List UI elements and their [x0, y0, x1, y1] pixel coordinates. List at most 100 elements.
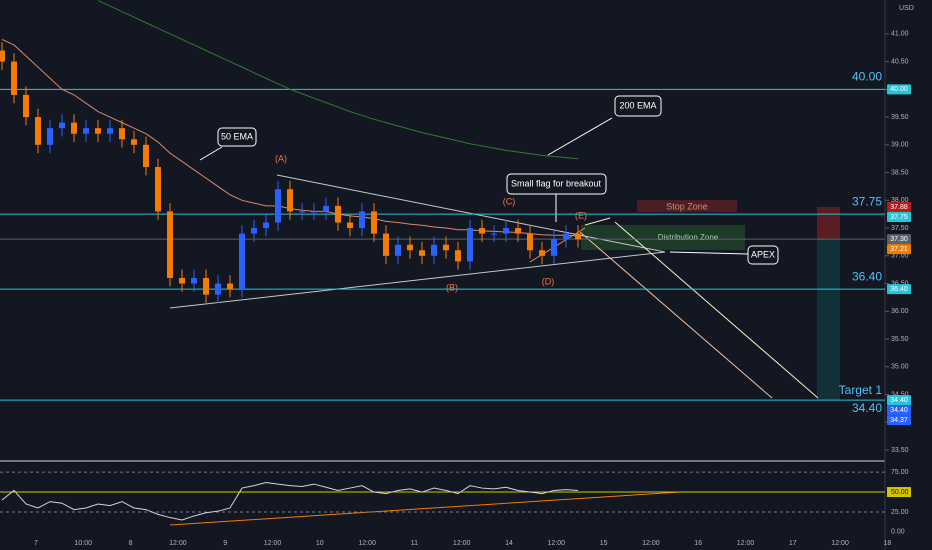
triangle-lower	[169, 251, 666, 309]
annotation: Target 1	[839, 383, 883, 397]
y-tick-label: 41.00	[891, 31, 909, 38]
candle-body	[359, 211, 365, 229]
candle-body	[35, 117, 41, 145]
price-label: 37.30	[890, 236, 908, 243]
y-tick-label: 37.50	[891, 225, 909, 232]
callout-box	[747, 245, 779, 265]
flag-line	[529, 227, 586, 263]
y-tick-label: 37.00	[891, 253, 909, 260]
candle-body	[167, 211, 173, 278]
candle-body	[335, 205, 341, 223]
wave-label: (C)	[503, 196, 516, 206]
annotation: 50 EMA	[221, 131, 253, 141]
candle-body	[179, 277, 185, 284]
y-tick-label: 35.00	[891, 364, 909, 371]
y-tick-label: 39.00	[891, 142, 909, 149]
y-tick-label: 34.50	[891, 391, 909, 398]
candle-body	[263, 222, 269, 229]
annotation: Distribution Zone	[658, 233, 719, 242]
x-tick-label: 12:00	[358, 540, 376, 547]
candle-body	[383, 233, 389, 256]
candle-body	[203, 277, 209, 295]
rsi-tick-label: 0.00	[891, 529, 905, 536]
level-label: 37.75	[852, 194, 882, 208]
rsi-trendline	[169, 491, 681, 526]
rsi-tick-label: 75.00	[891, 469, 909, 476]
candle-body	[551, 239, 557, 256]
x-tick-label: 8	[129, 540, 133, 547]
candle-body	[503, 228, 509, 234]
candle-body	[83, 128, 89, 134]
candle-body	[275, 189, 281, 223]
wave-label: (E)	[575, 210, 587, 220]
annotation: Small flag for breakout	[511, 178, 602, 188]
candle-body	[431, 244, 437, 256]
x-tick-label: 18	[884, 540, 892, 547]
y-tick-label: 33.50	[891, 447, 909, 454]
y-tick-label: 38.50	[891, 169, 909, 176]
price-label-box	[887, 201, 911, 212]
candle-body	[575, 233, 581, 240]
candle-body	[323, 205, 329, 212]
callout-pointer	[669, 251, 749, 255]
callout-box	[217, 127, 257, 147]
candle-body	[251, 228, 257, 234]
candle-body	[131, 139, 137, 145]
price-label: 36.40	[890, 286, 908, 293]
candle-body	[47, 128, 53, 145]
annotation: Stop Zone	[666, 201, 708, 211]
price-label: 37.75	[890, 214, 908, 221]
candle-body	[107, 128, 113, 134]
price-label: 37.21	[890, 246, 908, 253]
x-tick-label: 17	[789, 540, 797, 547]
price-label: 37.88	[890, 204, 908, 211]
candle-body	[287, 189, 293, 212]
rsi-tick-label: 25.00	[891, 509, 909, 516]
callout-pointer	[547, 117, 613, 156]
price-label-box	[887, 395, 911, 406]
stop-zone	[637, 200, 737, 212]
candle-body	[479, 228, 485, 234]
price-label: 34.40	[890, 397, 908, 404]
price-label: 34.37	[890, 417, 908, 424]
x-tick-label: 12:00	[831, 540, 849, 547]
x-tick-label: 10:00	[75, 540, 93, 547]
candle-body	[311, 211, 317, 213]
reward-box	[817, 240, 840, 400]
x-tick-label: 15	[600, 540, 608, 547]
x-tick-label: 12:00	[642, 540, 660, 547]
price-label-box	[887, 244, 911, 255]
candle-body	[191, 277, 197, 284]
y-tick-label: 40.50	[891, 58, 909, 65]
y-tick-label: 36.00	[891, 308, 909, 315]
level-label: 34.40	[852, 401, 882, 415]
candle-body	[455, 250, 461, 262]
candle-body	[347, 222, 353, 229]
candle-body	[515, 228, 521, 234]
price-label: 34.40	[890, 407, 908, 414]
price-label-box	[887, 415, 911, 426]
candle-body	[215, 283, 221, 295]
callout-box	[506, 173, 607, 195]
candle-body	[239, 233, 245, 290]
x-tick-label: 7	[34, 540, 38, 547]
x-tick-label: 9	[223, 540, 227, 547]
y-tick-label: 38.00	[891, 197, 909, 204]
price-label-box	[887, 405, 911, 416]
distribution-zone	[581, 225, 745, 250]
price-label: 40.00	[890, 86, 908, 93]
candle-body	[299, 211, 305, 213]
candle-body	[539, 250, 545, 256]
candle-body	[71, 122, 77, 134]
price-label-box	[887, 284, 911, 295]
candle-body	[467, 228, 473, 262]
x-tick-label: 12:00	[548, 540, 566, 547]
candle-body	[119, 128, 125, 140]
rsi-tick-label: 50.00	[891, 489, 909, 496]
y-tick-label: 35.50	[891, 336, 909, 343]
y-tick-label: 36.50	[891, 280, 909, 287]
wave-label: (A)	[275, 153, 287, 163]
rsi-line	[1, 481, 579, 521]
